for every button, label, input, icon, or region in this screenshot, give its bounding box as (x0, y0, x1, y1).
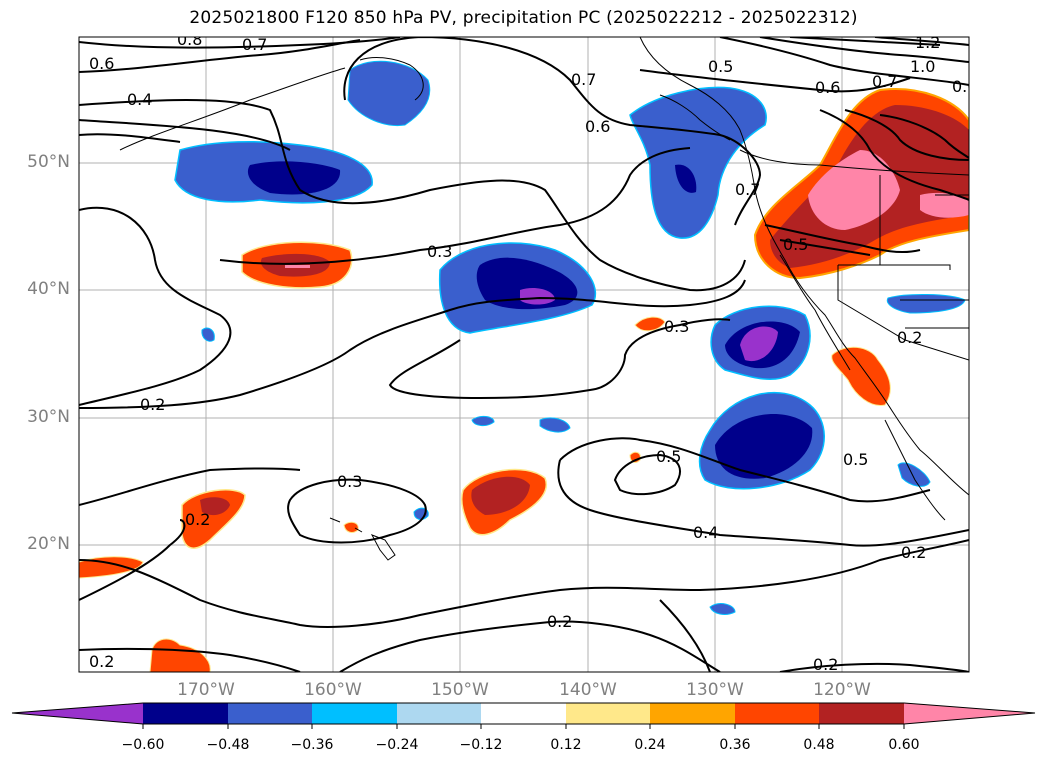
contour-labels: 0.8 0.7 0.6 0.4 0.7 0.6 0.5 1.2 1.0 0.7 … (89, 30, 977, 674)
lat-label-50n: 50°N (27, 152, 70, 172)
contour-label: 0.2 (547, 612, 572, 631)
contour-label: 0.2 (185, 510, 210, 529)
colorbar-tick-label: −0.24 (375, 737, 419, 753)
colorbar-tick-label: 0.60 (888, 737, 920, 753)
contour-label: 0.2 (140, 395, 165, 414)
pv-contours (79, 37, 969, 672)
contour-label: 0.6 (89, 54, 114, 73)
lon-label-170w: 170°W (177, 680, 235, 700)
contour-label: 0.2 (813, 655, 838, 674)
contour-label: 0.7 (571, 70, 596, 89)
lat-label-40n: 40°N (27, 279, 70, 299)
colorbar-extend-low (12, 703, 143, 724)
lon-label-130w: 130°W (686, 680, 744, 700)
contour-label: 0.7 (872, 72, 897, 91)
colorbar-tick-label: 0.36 (719, 737, 751, 753)
colorbar-tick-label: −0.48 (206, 737, 250, 753)
lat-label-20n: 20°N (27, 534, 70, 554)
precip-negative-blobs (174, 60, 966, 615)
colorbar-tick-label: 0.48 (803, 737, 835, 753)
lon-label-150w: 150°W (431, 680, 489, 700)
contour-label: 0.6 (815, 78, 840, 97)
contour-label: 0.7 (242, 35, 267, 54)
contour-label: 0.5 (783, 235, 808, 254)
contour-label: 0.6 (585, 117, 610, 136)
colorbar-tick-label: −0.60 (121, 737, 165, 753)
lon-label-120w: 120°W (813, 680, 871, 700)
map-title: 2025021800 F120 850 hPa PV, precipitatio… (189, 8, 858, 28)
contour-label: 0.2 (89, 652, 114, 671)
contour-label: 0.7 (735, 180, 760, 199)
contour-label: 0.2 (901, 543, 926, 562)
lon-label-140w: 140°W (559, 680, 617, 700)
contour-label: 0.5 (656, 447, 681, 466)
contour-label: 0.4 (693, 523, 718, 542)
lat-label-30n: 30°N (27, 407, 70, 427)
contour-label: 0.3 (337, 472, 362, 491)
contour-label: 1.2 (915, 33, 940, 52)
colorbar-tick-label: 0.24 (634, 737, 666, 753)
contour-label: 0.5 (708, 57, 733, 76)
contour-label: 1.0 (910, 57, 935, 76)
map-frame (78, 36, 970, 673)
colorbar-tick-label: −0.12 (459, 737, 503, 753)
contour-label: 0.3 (427, 242, 452, 261)
contour-label: 0.8 (177, 30, 202, 49)
contour-label: 0.0 (952, 77, 977, 96)
contour-label: 0.2 (897, 328, 922, 347)
contour-label: 0.4 (127, 90, 152, 109)
colorbar (11, 702, 1036, 729)
colorbar-tick-label: −0.36 (290, 737, 334, 753)
colorbar-tick-label: 0.12 (550, 737, 582, 753)
contour-label: 0.3 (664, 317, 689, 336)
colorbar-extend-high (904, 703, 1035, 724)
contour-label: 0.5 (843, 450, 868, 469)
lon-label-160w: 160°W (304, 680, 362, 700)
precip-positive-blobs (79, 88, 969, 672)
